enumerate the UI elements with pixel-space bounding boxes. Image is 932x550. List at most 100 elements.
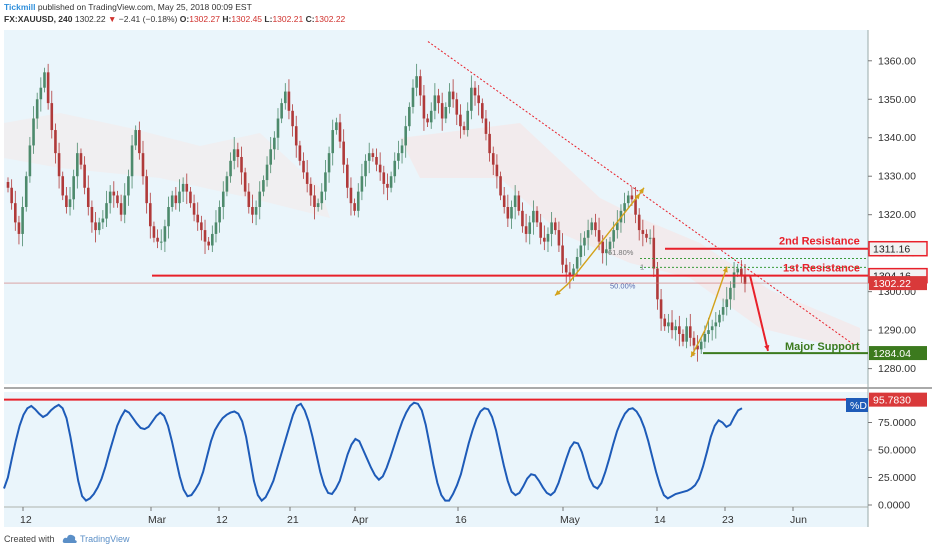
bearish-candle bbox=[185, 183, 189, 192]
bearish-candle bbox=[94, 222, 97, 231]
bullish-candle bbox=[43, 72, 46, 88]
bullish-candle bbox=[397, 153, 400, 161]
high-label: H: bbox=[222, 14, 232, 24]
bearish-candle bbox=[564, 264, 568, 273]
down-triangle-icon: ▼ bbox=[107, 14, 117, 24]
open-label: O: bbox=[179, 14, 190, 24]
bullish-candle bbox=[510, 207, 513, 219]
bullish-candle bbox=[232, 149, 236, 161]
bearish-candle bbox=[313, 195, 316, 207]
bullish-candle bbox=[21, 207, 24, 234]
bullish-candle bbox=[586, 230, 590, 238]
stoch-axis-tick-label: 0.0000 bbox=[878, 500, 910, 512]
bullish-candle bbox=[725, 299, 729, 308]
bearish-candle bbox=[141, 153, 145, 177]
high-value: 1302.45 bbox=[231, 14, 263, 24]
bullish-candle bbox=[415, 76, 418, 88]
bearish-candle bbox=[65, 195, 68, 207]
bearish-candle bbox=[539, 222, 542, 238]
bearish-candle bbox=[491, 153, 495, 165]
stoch-level-tag-bg bbox=[869, 392, 927, 407]
bullish-candle bbox=[276, 118, 280, 138]
bullish-candle bbox=[699, 341, 703, 350]
time-axis-tick-label: Mar bbox=[148, 514, 167, 526]
close-label: C: bbox=[305, 14, 315, 24]
bullish-candle bbox=[550, 222, 553, 234]
symbol-label[interactable]: FX:XAUUSD, 240 bbox=[4, 14, 73, 24]
bearish-candle bbox=[594, 222, 597, 231]
bullish-candle bbox=[324, 172, 327, 192]
bearish-candle bbox=[502, 195, 506, 207]
bullish-candle bbox=[736, 268, 740, 273]
stochastic-line[interactable] bbox=[3, 401, 743, 503]
bullish-candle bbox=[590, 222, 594, 231]
bearish-candle bbox=[298, 145, 302, 161]
bearish-candle bbox=[247, 191, 251, 207]
ichimoku-cloud bbox=[400, 123, 860, 353]
bearish-candle bbox=[484, 118, 488, 134]
bullish-candle bbox=[674, 326, 677, 331]
bearish-candle bbox=[138, 130, 141, 154]
bullish-candle bbox=[714, 322, 718, 327]
bullish-candle bbox=[181, 183, 185, 192]
bearish-candle bbox=[83, 164, 86, 188]
tradingview-cloud-icon[interactable] bbox=[62, 532, 78, 546]
bullish-candle bbox=[429, 110, 433, 123]
tradingview-brand[interactable]: TradingView bbox=[80, 534, 130, 544]
second-resistance-tag-border bbox=[868, 240, 928, 257]
bearish-candle bbox=[148, 203, 152, 227]
bullish-candle bbox=[39, 87, 43, 100]
bearish-candle bbox=[353, 203, 356, 211]
bearish-candle bbox=[192, 203, 196, 215]
bullish-candle bbox=[360, 176, 364, 192]
last-price-tag-bg bbox=[869, 276, 927, 291]
bearish-candle bbox=[251, 207, 254, 215]
bearish-candle bbox=[57, 153, 61, 177]
time-axis-tick-label: 14 bbox=[654, 514, 666, 526]
price-axis-tick-label: 1330.00 bbox=[878, 171, 916, 183]
bearish-candle bbox=[287, 91, 291, 111]
bullish-candle bbox=[225, 176, 229, 192]
bearish-candle bbox=[740, 268, 743, 277]
bearish-candle bbox=[86, 187, 90, 207]
price-chart[interactable]: 1280.001290.001300.001310.001320.001330.… bbox=[0, 28, 932, 530]
bullish-candle bbox=[254, 207, 258, 215]
bullish-candle bbox=[729, 287, 732, 300]
bullish-candle bbox=[528, 222, 532, 234]
bullish-candle bbox=[229, 160, 232, 177]
bullish-candle bbox=[703, 333, 707, 342]
bullish-candle bbox=[400, 145, 404, 154]
support-tag-bg bbox=[869, 346, 927, 361]
price-axis-tick-label: 1320.00 bbox=[878, 209, 916, 221]
bullish-candle bbox=[273, 137, 276, 150]
stoch-axis-tick-label: 75.0000 bbox=[878, 417, 916, 429]
bullish-candle bbox=[623, 203, 626, 211]
bearish-candle bbox=[145, 176, 148, 204]
bearish-candle bbox=[302, 160, 305, 173]
bearish-candle bbox=[641, 230, 645, 234]
bullish-candle bbox=[167, 207, 170, 227]
stoch-name-badge: %D bbox=[850, 400, 867, 412]
bullish-candle bbox=[605, 249, 608, 254]
bearish-candle bbox=[663, 318, 667, 327]
created-with-label: Created with bbox=[4, 534, 55, 544]
bullish-candle bbox=[433, 95, 437, 111]
descending-trendline[interactable] bbox=[427, 41, 856, 346]
bullish-candle bbox=[178, 191, 181, 204]
time-axis-tick-label: 12 bbox=[20, 514, 32, 526]
bullish-candle bbox=[626, 195, 630, 204]
second-resistance-label: 2nd Resistance bbox=[779, 236, 860, 248]
bearish-candle bbox=[597, 230, 601, 242]
bearish-candle bbox=[203, 230, 207, 242]
bullish-candle bbox=[76, 153, 79, 177]
bullish-candle bbox=[283, 91, 287, 104]
bullish-candle bbox=[159, 241, 163, 243]
bullish-candle bbox=[163, 226, 167, 242]
second-resistance-tag: 1311.16 bbox=[873, 244, 910, 256]
bullish-candle bbox=[258, 191, 262, 207]
bearish-candle bbox=[659, 299, 663, 319]
bullish-candle bbox=[170, 195, 174, 207]
bearish-candle bbox=[371, 153, 375, 157]
price-pane bbox=[4, 30, 868, 384]
brand-name[interactable]: Tickmill bbox=[4, 2, 36, 12]
